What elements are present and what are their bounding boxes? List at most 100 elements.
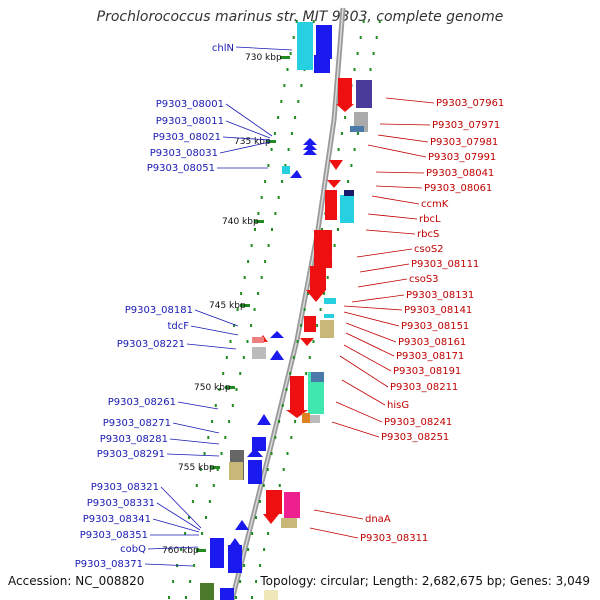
tick-inner-left-mark <box>216 468 219 471</box>
gene-label-08211: P9303_08211 <box>390 382 458 393</box>
gene-arrow <box>270 350 284 360</box>
major-tick-mark <box>280 56 290 59</box>
tick-right-mark <box>255 580 258 583</box>
tick-inner-left-mark <box>235 388 238 391</box>
tick-inner-left-mark <box>271 228 273 231</box>
gene-label-dnaA: dnaA <box>365 514 391 525</box>
tick-inner-right-mark <box>321 228 323 231</box>
tick-right-mark <box>333 244 336 247</box>
tick-inner-left-mark <box>257 292 260 295</box>
tick-right-mark <box>356 132 359 135</box>
tick-left-mark <box>292 36 295 39</box>
major-tick-mark <box>240 304 250 307</box>
tick-inner-left-mark <box>242 356 245 359</box>
gene-label-rbcL: rbcL <box>419 214 441 225</box>
tick-inner-right-mark <box>255 516 257 519</box>
gene-box <box>304 316 316 332</box>
tick-inner-left-mark <box>267 244 270 247</box>
tick-right-mark <box>323 292 326 295</box>
gene-label-tdcF: tdcF <box>167 321 189 332</box>
left-leader-lines <box>144 46 293 567</box>
gene-box <box>264 590 278 600</box>
gene-label-08041: P9303_08041 <box>426 168 494 179</box>
gene-label-08221: P9303_08221 <box>117 339 185 350</box>
tick-inner-right-mark <box>251 532 254 535</box>
tick-left-mark <box>184 532 187 535</box>
tick-left-mark <box>225 356 228 359</box>
gene-box <box>248 460 262 484</box>
gene-box <box>356 80 372 108</box>
tick-left-mark <box>264 180 267 183</box>
gene-box <box>266 490 282 514</box>
gene-label-csoS2: csoS2 <box>414 244 444 255</box>
gene-arrow <box>228 538 242 548</box>
tick-left-mark <box>277 116 280 119</box>
gene-label-08131: P9303_08131 <box>406 290 474 301</box>
tick-left-mark <box>218 388 221 391</box>
tick-inner-left-mark <box>281 180 284 183</box>
genome-summary-text: Topology: circular; Length: 2,682,675 bp… <box>260 574 590 588</box>
tick-inner-right-mark <box>296 340 299 343</box>
left-gene-labels: chlN P9303_08001 P9303_08011 P9303_08021… <box>75 43 234 570</box>
tick-inner-left-mark <box>212 484 215 487</box>
tick-left-mark <box>250 244 253 247</box>
gene-box <box>281 518 297 528</box>
gene-label-08251: P9303_08251 <box>381 432 449 443</box>
tick-right-mark <box>353 148 356 151</box>
tick-right-mark <box>326 276 329 279</box>
forward-strand-genes <box>263 78 372 600</box>
tick-left-mark <box>214 404 217 407</box>
gene-label-08171: P9303_08171 <box>396 351 464 362</box>
gene-box <box>311 372 324 382</box>
tick-right-mark <box>369 68 372 71</box>
tick-inner-left-mark <box>250 324 253 327</box>
tick-left-mark <box>229 340 232 343</box>
gene-label-hisG: hisG <box>387 400 409 411</box>
tick-left-mark <box>240 292 243 295</box>
tick-label-755: 755 kbp <box>178 463 215 473</box>
gene-label-08051: P9303_08051 <box>147 163 215 174</box>
tick-left-mark <box>270 148 273 151</box>
gene-box <box>252 347 266 359</box>
tick-left-mark <box>222 372 225 375</box>
tick-inner-right-mark <box>278 420 281 423</box>
tick-inner-right-mark <box>235 596 237 599</box>
gene-box <box>324 314 334 318</box>
tick-right-mark <box>378 20 381 23</box>
tick-right-mark <box>372 52 375 55</box>
gene-box <box>350 126 364 132</box>
reverse-strand-genes <box>200 22 332 600</box>
tick-left-mark <box>207 436 210 439</box>
tick-left-mark <box>233 324 236 327</box>
gene-label-csoS3: csoS3 <box>409 274 439 285</box>
gene-label-ccmK: ccmK <box>421 199 449 210</box>
gene-box <box>284 492 300 518</box>
gene-label-07971: P9303_07971 <box>432 120 500 131</box>
tick-inner-right-mark <box>274 436 277 439</box>
gene-label-08151: P9303_08151 <box>401 321 469 332</box>
gene-label-08021: P9303_08021 <box>153 132 221 143</box>
gene-box <box>310 266 326 290</box>
gene-box <box>252 337 264 343</box>
tick-inner-right-mark <box>243 564 246 567</box>
tick-right-mark <box>350 164 353 167</box>
gene-box <box>320 320 334 338</box>
gene-box <box>338 78 352 104</box>
tick-label-740: 740 kbp <box>222 217 259 227</box>
gene-label-08331: P9303_08331 <box>87 498 155 509</box>
gene-arrow-right <box>300 338 314 346</box>
tick-right-mark <box>263 548 266 551</box>
tick-inner-left-mark <box>246 340 249 343</box>
tick-inner-right-mark <box>292 356 295 359</box>
tick-left-mark <box>195 484 198 487</box>
tick-left-mark <box>280 100 283 103</box>
tick-left-mark <box>199 468 202 471</box>
tick-left-mark <box>191 500 194 503</box>
tick-inner-left-mark <box>297 100 300 103</box>
tick-inner-left-mark <box>287 148 290 151</box>
gene-label-07991: P9303_07991 <box>428 152 496 163</box>
tick-label-735: 735 kbp <box>234 137 271 147</box>
gene-label-08271: P9303_08271 <box>103 418 171 429</box>
gene-arrow-right <box>286 410 308 418</box>
